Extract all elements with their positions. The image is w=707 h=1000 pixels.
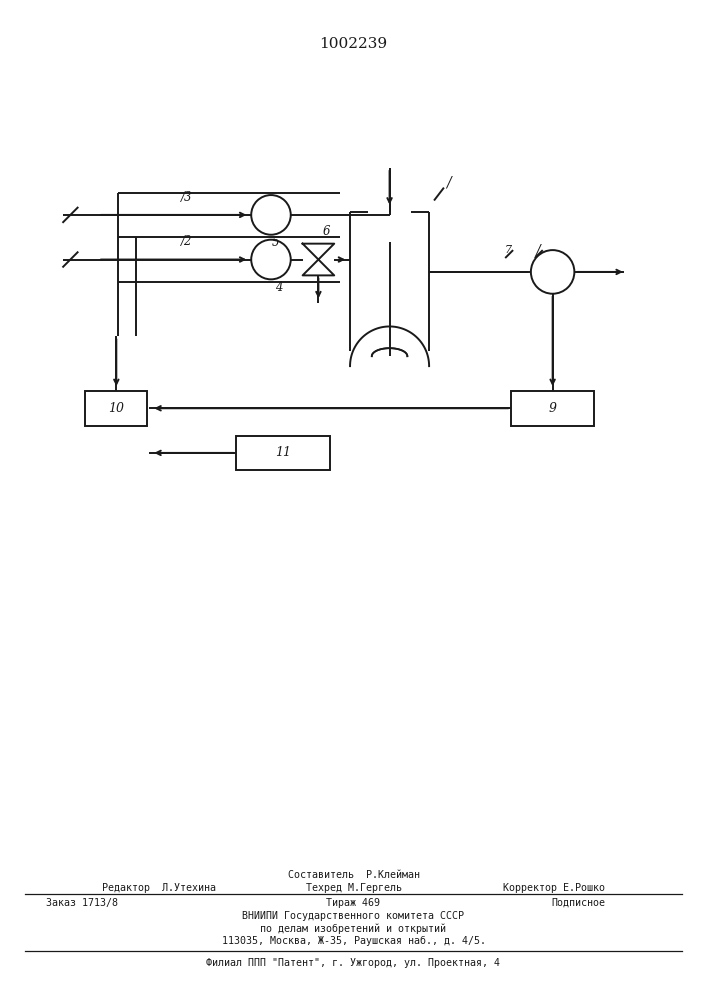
Text: Подписное: Подписное bbox=[551, 898, 605, 908]
Text: 10: 10 bbox=[108, 402, 124, 415]
Text: 4: 4 bbox=[275, 281, 283, 294]
Text: 1002239: 1002239 bbox=[319, 37, 387, 51]
Text: Заказ 1713/8: Заказ 1713/8 bbox=[46, 898, 118, 908]
Text: Корректор Е.Рошко: Корректор Е.Рошко bbox=[503, 883, 605, 893]
Text: Филиал ППП "Патент", г. Ужгород, ул. Проектная, 4: Филиал ППП "Патент", г. Ужгород, ул. Про… bbox=[206, 958, 501, 968]
Text: 7: 7 bbox=[505, 245, 512, 255]
Text: /: / bbox=[447, 176, 451, 190]
Text: /: / bbox=[535, 243, 540, 257]
Text: 9: 9 bbox=[549, 402, 556, 415]
Text: Тираж 469: Тираж 469 bbox=[327, 898, 380, 908]
Text: 11: 11 bbox=[275, 446, 291, 459]
Text: 5: 5 bbox=[272, 236, 280, 249]
Text: 6: 6 bbox=[322, 225, 330, 238]
Bar bbox=[86, 391, 148, 426]
Bar bbox=[236, 436, 330, 470]
Text: Редактор  Л.Утехина: Редактор Л.Утехина bbox=[102, 883, 216, 893]
Text: /2: /2 bbox=[181, 235, 193, 248]
Text: по делам изобретений и открытий: по делам изобретений и открытий bbox=[260, 923, 447, 934]
Text: Составитель  Р.Клейман: Составитель Р.Клейман bbox=[288, 870, 419, 880]
Bar bbox=[511, 391, 594, 426]
Text: ВНИИПИ Государственного комитета СССР: ВНИИПИ Государственного комитета СССР bbox=[243, 911, 464, 921]
Text: Техред М.Гергель: Техред М.Гергель bbox=[305, 883, 402, 893]
Text: 113035, Москва, Ж-35, Раушская наб., д. 4/5.: 113035, Москва, Ж-35, Раушская наб., д. … bbox=[221, 936, 486, 946]
Text: /3: /3 bbox=[181, 191, 193, 204]
